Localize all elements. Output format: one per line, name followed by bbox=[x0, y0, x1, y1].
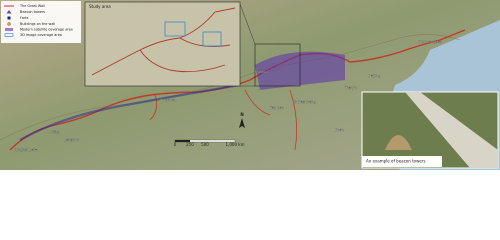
legend-symbol bbox=[4, 33, 14, 37]
legend bbox=[1, 1, 81, 43]
inset-3d-area bbox=[202, 31, 222, 47]
beacon-towers bbox=[19, 83, 241, 141]
legend-label: Modern satellite coverage area bbox=[20, 28, 73, 32]
legend-symbol bbox=[5, 28, 13, 31]
legend-label: The Great Wall bbox=[19, 4, 45, 8]
inset-wall bbox=[91, 7, 236, 76]
place-label: Qinhuangdao bbox=[418, 40, 442, 44]
north-label: N bbox=[240, 112, 243, 117]
scale-label: 1,000 km bbox=[226, 142, 245, 147]
inset-title: Study area bbox=[89, 4, 111, 9]
scale-bar bbox=[175, 140, 190, 142]
north-arrow bbox=[239, 118, 245, 128]
photo-road bbox=[405, 92, 498, 168]
place-label: Taiyuan bbox=[269, 106, 284, 110]
study-area-box bbox=[254, 43, 301, 87]
legend-label: Buildings on the wall bbox=[20, 22, 55, 26]
photo-beacon-tower bbox=[385, 135, 412, 150]
place-label: Qinghai Lake bbox=[14, 148, 38, 152]
scale-label: 500 bbox=[201, 142, 209, 147]
legend-label: Beacon towers bbox=[20, 10, 45, 14]
legend-symbol bbox=[7, 22, 11, 26]
map: The Great Wall Beacon towers Forts Build… bbox=[0, 0, 500, 170]
place-label: Lanzhou bbox=[64, 138, 79, 142]
inset-3d-area bbox=[164, 21, 186, 37]
place-label: Yinchuan bbox=[160, 98, 176, 102]
great-wall-branch bbox=[149, 89, 298, 151]
scale-label: 0 bbox=[174, 142, 177, 147]
photo-caption-box bbox=[362, 156, 442, 167]
photo-caption: An example of beacon towers bbox=[366, 159, 426, 164]
scale-label: 250 bbox=[186, 142, 194, 147]
place-label: Tianjin bbox=[344, 86, 357, 90]
connector bbox=[239, 3, 256, 45]
page: The Great Wall Beacon towers Forts Build… bbox=[0, 0, 500, 170]
legend-label: Forts bbox=[20, 16, 29, 20]
place-label: Shijiazhuang bbox=[293, 100, 316, 104]
legend-label: 3D image coverage area bbox=[20, 33, 62, 37]
place-label: Jinan bbox=[334, 128, 344, 132]
legend-symbol bbox=[6, 10, 12, 14]
place-label: Hohhot bbox=[255, 70, 269, 74]
place-label: Beijing bbox=[368, 74, 380, 78]
place-label: Xining bbox=[48, 130, 59, 134]
legend-symbol bbox=[7, 16, 11, 20]
inset bbox=[84, 1, 241, 87]
